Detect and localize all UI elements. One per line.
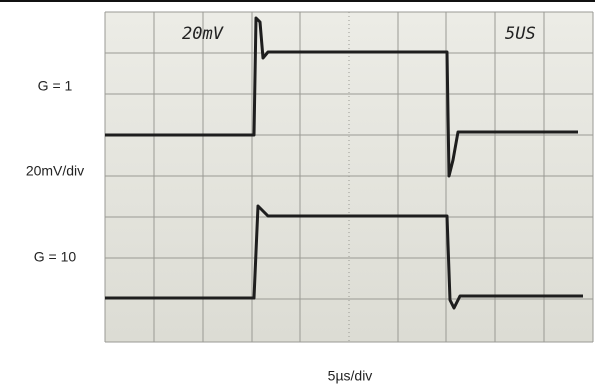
screen-note: 20mV — [182, 24, 224, 44]
label: G = 10 — [34, 249, 77, 265]
screen-note: 5US — [505, 24, 536, 44]
scope-screen — [105, 12, 593, 342]
trace-g10 — [105, 204, 583, 310]
label: 20mV/div — [26, 163, 84, 179]
label: 5µs/div — [328, 368, 373, 384]
label: G = 1 — [38, 78, 73, 94]
trace-g1 — [105, 16, 578, 178]
